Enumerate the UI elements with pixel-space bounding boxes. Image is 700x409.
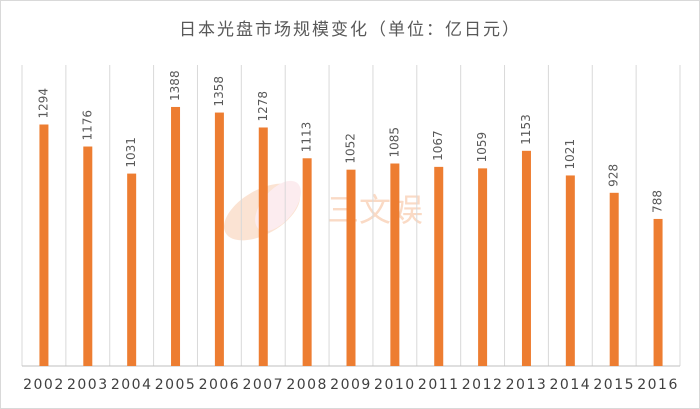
- data-label: 1052: [344, 133, 358, 164]
- x-tick-label: 2011: [418, 377, 460, 393]
- bar: [302, 158, 312, 366]
- bar: [390, 163, 400, 366]
- data-label: 1153: [519, 114, 533, 145]
- bar: [521, 150, 531, 366]
- x-tick-label: 2005: [155, 377, 197, 393]
- x-tick-label: 2007: [242, 377, 284, 393]
- x-tick-label: 2012: [462, 377, 504, 393]
- data-label: 1021: [563, 139, 577, 170]
- watermark: 三文娱: [327, 191, 423, 229]
- chart-title: 日本光盘市场规模变化（单位：亿日元）: [179, 20, 521, 40]
- data-label: 1059: [475, 132, 489, 163]
- bar: [39, 124, 49, 367]
- data-label: 1085: [387, 127, 401, 158]
- x-tick-label: 2006: [199, 377, 241, 393]
- bar: [83, 146, 93, 366]
- bar: [258, 127, 268, 366]
- data-label: 1278: [256, 91, 270, 122]
- bar: [127, 173, 137, 366]
- bar: [346, 169, 356, 366]
- data-label: 1176: [80, 110, 94, 141]
- data-label: 1031: [124, 137, 138, 168]
- data-label: 788: [651, 190, 665, 213]
- x-tick-label: 2013: [506, 377, 548, 393]
- x-tick-label: 2009: [330, 377, 372, 393]
- bar: [609, 192, 619, 366]
- x-tick-label: 2010: [374, 377, 416, 393]
- bar: [434, 166, 444, 366]
- bar: [214, 112, 224, 367]
- data-label: 928: [607, 164, 621, 187]
- data-label: 1388: [168, 70, 182, 101]
- bar: [565, 175, 575, 366]
- data-label: 1294: [36, 88, 50, 119]
- x-tick-label: 2016: [637, 377, 679, 393]
- x-tick-label: 2015: [593, 377, 635, 393]
- x-tick-label: 2004: [111, 377, 153, 393]
- x-tick-label: 2014: [550, 377, 592, 393]
- bar: [653, 218, 663, 366]
- x-tick-label: 2003: [67, 377, 109, 393]
- x-tick-label: 2002: [23, 377, 65, 393]
- data-label: 1067: [431, 130, 445, 161]
- bar: [171, 106, 181, 367]
- bar: [478, 168, 488, 366]
- data-label: 1358: [212, 76, 226, 107]
- x-tick-label: 2008: [286, 377, 328, 393]
- data-label: 1113: [300, 122, 314, 153]
